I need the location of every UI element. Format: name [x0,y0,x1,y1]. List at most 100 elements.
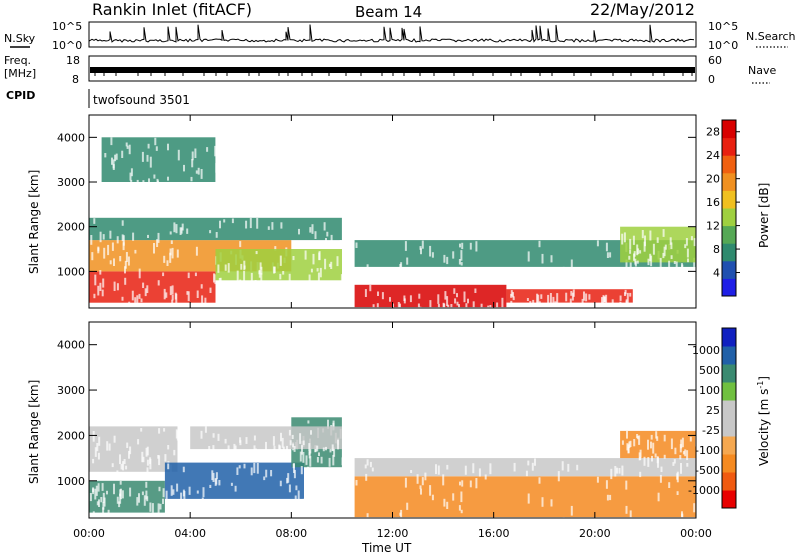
scatter-gap [406,502,409,510]
scatter-gap [540,294,543,299]
scatter-gap [110,137,113,146]
scatter-gap [403,295,406,301]
power-colorbar-label: 28 [706,126,720,139]
scatter-gap [475,241,478,252]
scatter-gap [169,231,172,235]
power-colorbar-swatch [722,278,736,297]
scatter-gap [187,272,190,279]
scatter-gap [297,490,300,500]
scatter-gap [628,255,631,260]
scatter-gap [127,256,130,266]
scatter-gap [431,252,434,258]
scatter-gap [142,282,145,288]
scatter-gap [195,170,198,174]
scatter-gap [647,457,650,467]
scatter-gap [537,294,540,304]
power-colorbar-swatch [722,243,736,262]
scatter-gap [204,297,207,308]
scatter-gap [176,483,179,492]
scatter-gap [217,264,220,273]
power-colorbar-swatch [722,190,736,209]
scatter-band [89,217,342,241]
cpid-value: twofsound 3501 [93,93,190,107]
scatter-gap [312,253,315,265]
scatter-gap [684,449,687,457]
scatter-gap [487,305,490,310]
scatter-gap [601,297,603,308]
scatter-gap [444,291,447,300]
scatter-gap [93,293,96,299]
scatter-gap [311,224,314,234]
scatter-gap [243,463,246,469]
scatter-gap [399,303,401,309]
scatter-gap [180,492,183,500]
scatter-gap [307,466,309,471]
scatter-gap [102,278,105,288]
scatter-gap [686,450,689,461]
scatter-gap [250,272,253,283]
scatter-gap [662,229,665,237]
scatter-gap [651,455,653,462]
scatter-gap [162,488,165,498]
scatter-gap [685,238,688,246]
scatter-band [215,249,342,281]
scatter-gap [429,485,432,496]
scatter-gap [130,179,133,183]
scatter-gap [639,250,642,254]
scatter-gap [231,218,234,224]
scatter-gap [265,441,267,453]
scatter-gap [223,219,226,223]
scatter-gap [676,491,679,495]
scatter-gap [175,429,178,439]
scatter-gap [141,451,144,463]
scatter-gap [676,473,679,480]
scatter-gap [679,455,682,460]
scatter-gap [625,259,628,268]
scatter-gap [147,143,150,149]
scatter-gap [657,492,660,502]
scatter-gap [636,434,639,438]
scatter-gap [419,246,422,250]
scatter-gap [163,428,166,432]
velocity-colorbar-swatch [722,382,736,401]
scatter-gap [182,489,185,497]
scatter-gap [418,293,421,299]
scatter-gap [510,293,513,298]
scatter-gap [209,230,212,234]
scatter-gap [201,497,204,506]
power-colorbar-label: 12 [706,220,720,233]
scatter-gap [633,439,636,447]
scatter-gap [107,509,110,520]
scatter-gap [156,239,159,247]
scatter-gap [662,252,665,259]
scatter-gap [614,466,617,477]
scatter-gap [420,488,422,495]
scatter-gap [650,441,652,449]
scatter-gap [154,137,157,146]
scatter-gap [668,260,671,271]
scatter-gap [255,448,257,453]
scatter-gap [119,256,122,262]
scatter-gap [469,242,472,250]
scatter-gap [176,249,179,258]
scatter-gap [183,164,185,172]
scatter-gap [116,283,119,291]
scatter-gap [174,292,177,300]
scatter-gap [316,445,319,452]
velocity-colorbar-swatch [722,454,736,473]
scatter-gap [656,237,659,243]
scatter-gap [308,443,311,452]
scatter-gap [458,259,461,265]
scatter-gap [512,296,515,301]
scatter-gap [680,439,683,449]
scatter-gap [172,489,175,495]
scatter-gap [324,258,327,270]
scatter-gap [341,457,344,466]
scatter-gap [336,256,339,267]
scatter-gap [171,247,174,259]
scatter-gap [236,270,239,281]
scatter-gap [194,272,197,277]
scatter-gap [513,462,516,472]
scatter-gap [144,288,147,297]
scatter-gap [309,227,312,233]
